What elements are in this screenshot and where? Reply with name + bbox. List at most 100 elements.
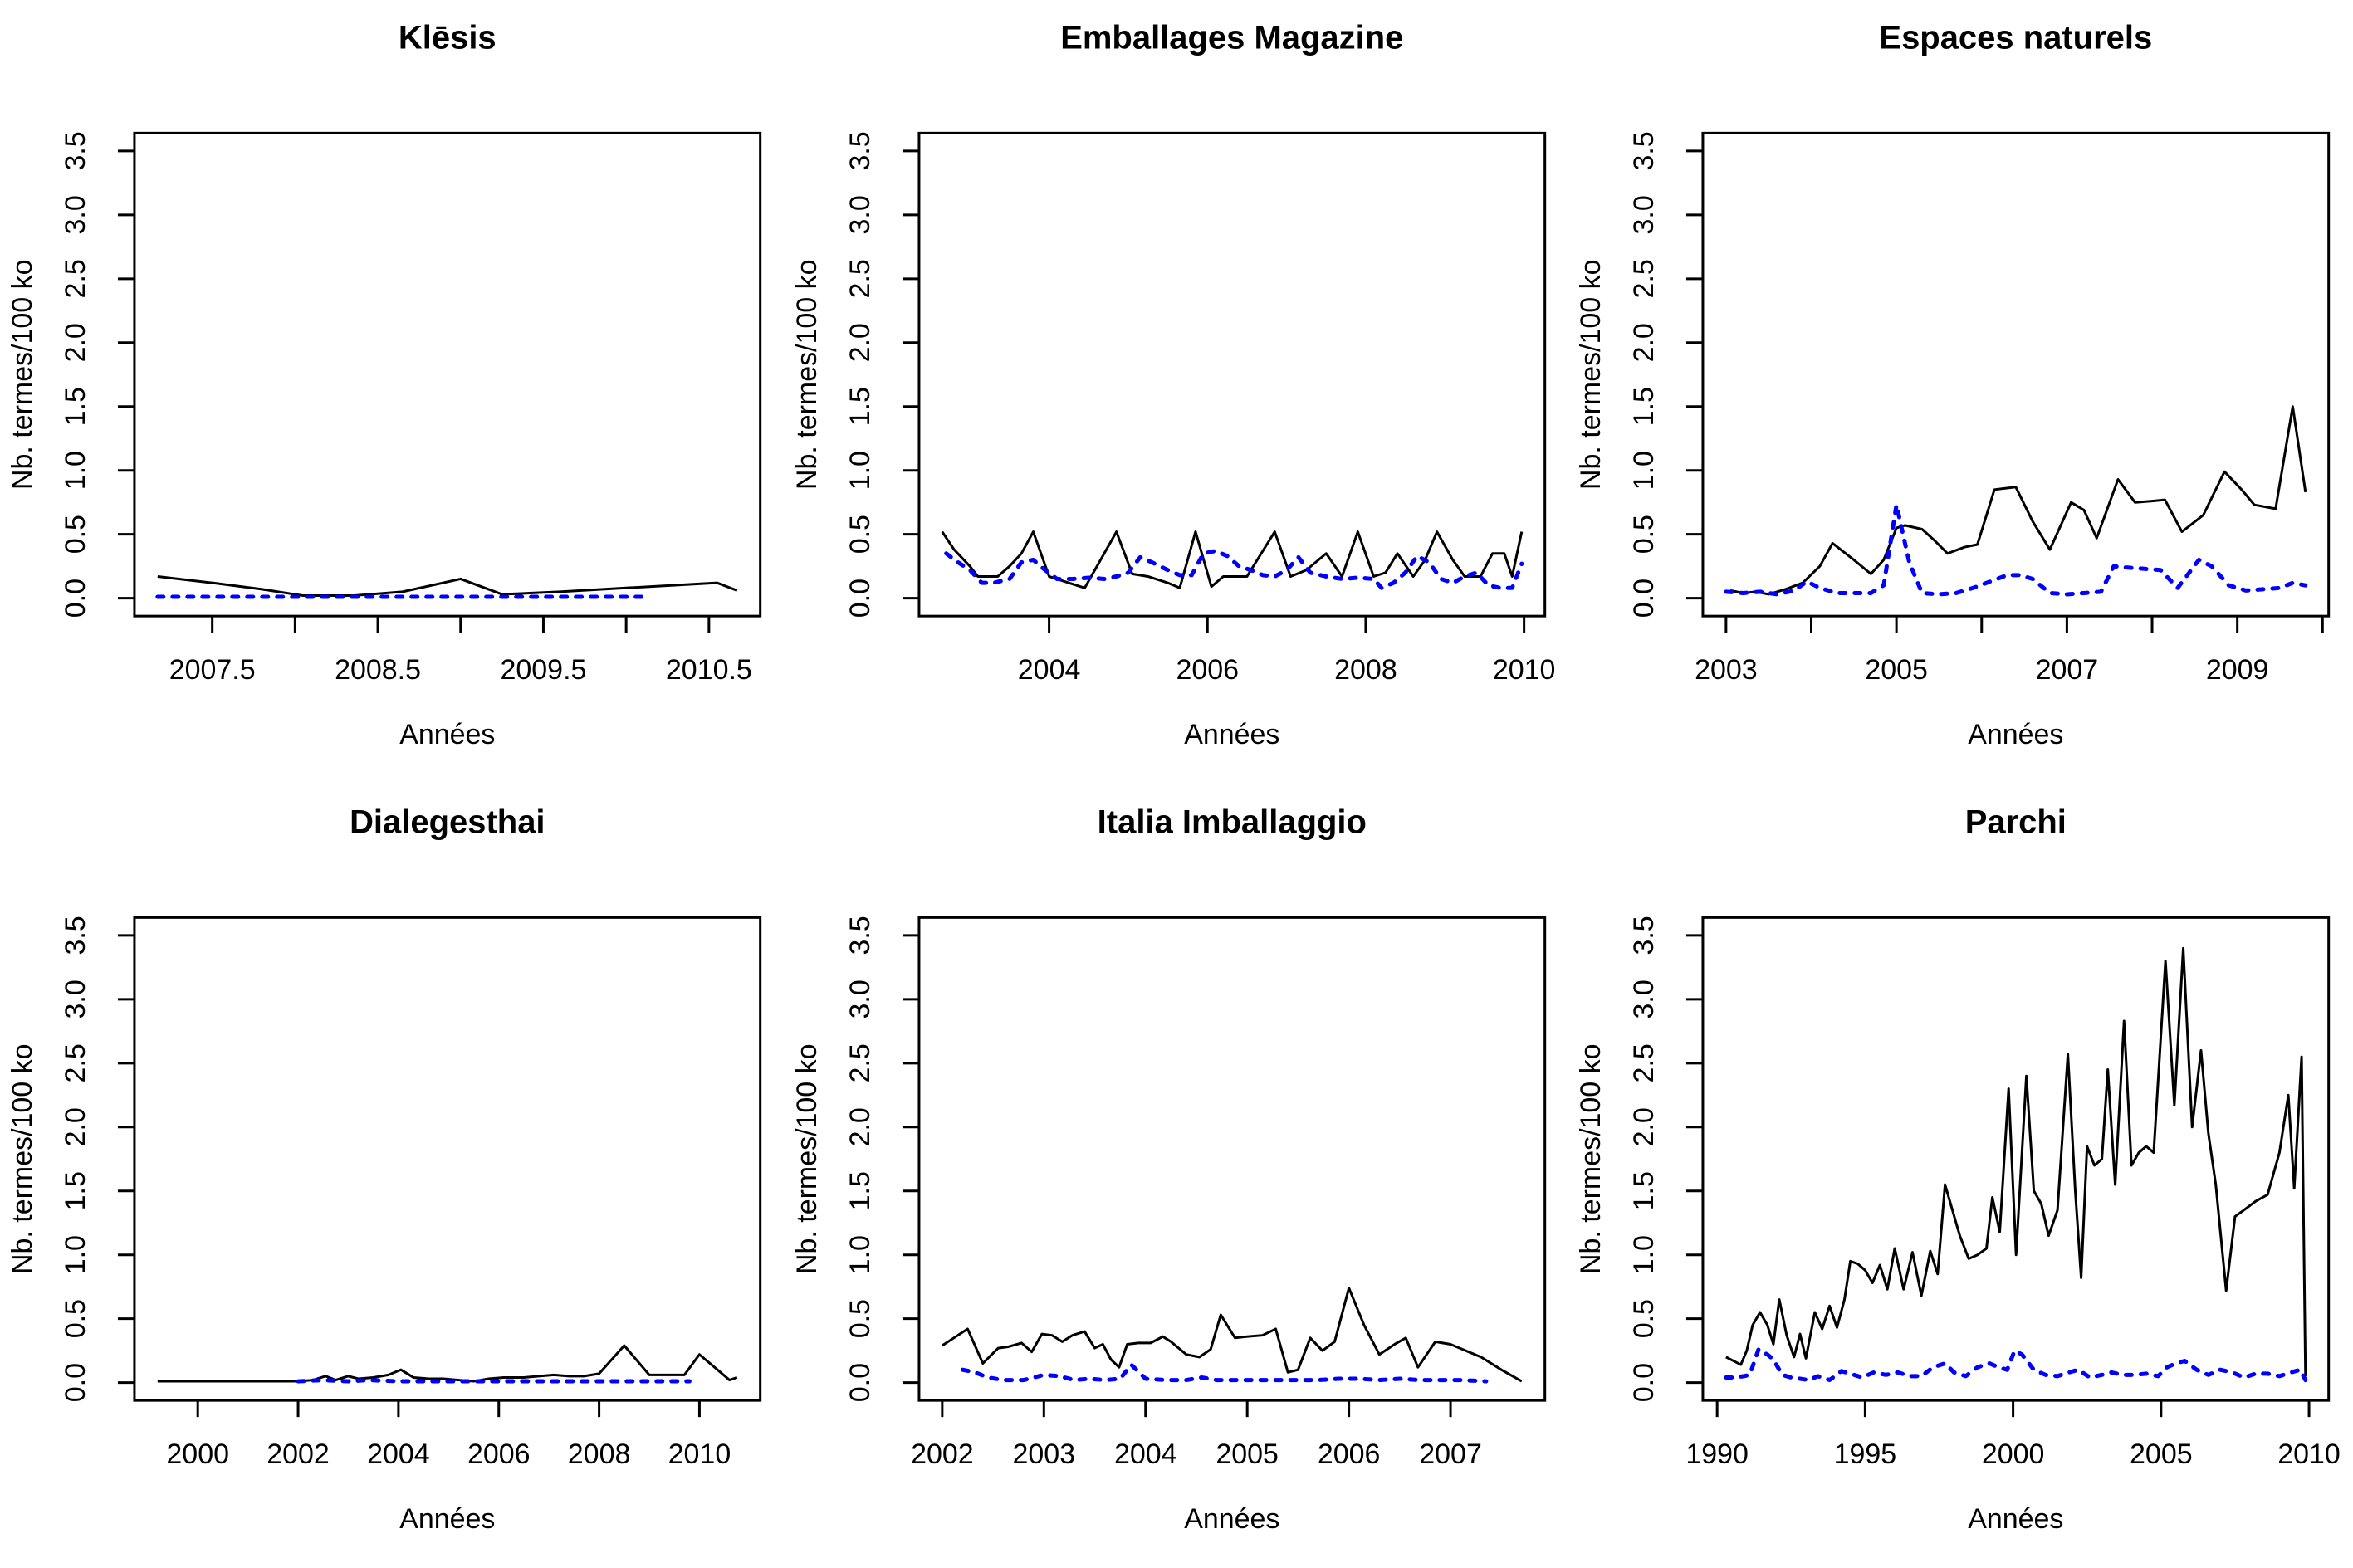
x-tick-label: 2007 <box>1419 1439 1482 1470</box>
y-tick-label: 1.0 <box>60 451 91 490</box>
x-axis-label: Années <box>1184 1503 1279 1535</box>
y-tick-label: 2.5 <box>60 259 91 298</box>
panel-italia-imballaggio: 2002 2003 2004 2005 2006 2007 0.0 0.5 1.0 1.5 2.0 2… <box>785 784 1569 1568</box>
y-tick-label: 1.5 <box>1628 387 1660 426</box>
y-tick-label: 2.0 <box>844 323 876 362</box>
x-tick-label: 2002 <box>911 1439 974 1470</box>
chart-title: Klēsis <box>399 19 497 56</box>
x-tick-label: 2008 <box>1334 654 1397 686</box>
x-tick-label: 2009.5 <box>501 654 587 686</box>
y-tick-label: 3.0 <box>60 195 91 234</box>
plot-box <box>917 131 1546 618</box>
black-solid-series <box>157 574 738 598</box>
x-tick-label: 2008.5 <box>335 654 421 686</box>
y-axis-label: Nb. termes/100 ko <box>1575 1043 1607 1274</box>
y-axis-label: Nb. termes/100 ko <box>7 1043 38 1274</box>
y-tick-label: 0.5 <box>844 515 876 554</box>
y-tick-label: 1.5 <box>844 387 876 426</box>
y-tick-label: 3.0 <box>1628 195 1660 234</box>
y-tick-label: 1.5 <box>60 387 91 426</box>
y-tick-label: 1.0 <box>1628 1235 1660 1274</box>
y-tick-label: 0.5 <box>60 515 91 554</box>
y-tick-label: 3.5 <box>60 916 91 955</box>
blue-dashed-series <box>960 1362 1489 1384</box>
x-axis-label: Années <box>399 719 495 750</box>
x-tick-label: 2002 <box>267 1439 330 1470</box>
x-tick-label: 2003 <box>1012 1439 1075 1470</box>
y-tick-label: 0.0 <box>1628 579 1660 618</box>
y-tick-label: 3.0 <box>844 979 876 1018</box>
y-tick-label: 3.5 <box>1628 916 1660 955</box>
chart-canvas-dialegesthai: 2000 2002 2004 2006 2008 2010 0.0 0.5 1.0 1.5 2.0 2… <box>7 804 762 1535</box>
x-axis-label: Années <box>1969 1503 2064 1535</box>
x-tick-label: 2004 <box>1017 654 1080 686</box>
y-tick-label: 0.0 <box>844 1362 876 1401</box>
y-tick-label: 3.5 <box>844 916 876 955</box>
y-tick-label: 0.0 <box>60 579 91 618</box>
y-tick-label: 1.5 <box>1628 1171 1660 1210</box>
x-tick-label: 2000 <box>1982 1439 2045 1470</box>
x-tick-label: 2010 <box>668 1439 731 1470</box>
y-tick-label: 0.5 <box>60 1299 91 1338</box>
x-tick-label: 2010.5 <box>666 654 752 686</box>
y-tick-label: 3.5 <box>1628 131 1660 170</box>
x-axis-label: Années <box>1184 719 1279 750</box>
plot-box <box>133 131 762 618</box>
y-tick-label: 0.0 <box>1628 1362 1660 1401</box>
y-tick-label: 0.5 <box>1628 515 1660 554</box>
panel-parchi: 1990 1995 2000 2005 2010 0.0 0.5 1.0 1.5 2.0 2.5 3.… <box>1568 784 2353 1568</box>
x-tick-label: 2008 <box>568 1439 631 1470</box>
blue-dashed-series <box>943 549 1524 590</box>
blue-dashed-series <box>1724 502 2308 597</box>
chart-title: Emballages Magazine <box>1060 19 1403 56</box>
chart-title: Dialegesthai <box>350 804 545 840</box>
x-tick-label: 2010 <box>1492 654 1555 686</box>
y-tick-label: 0.5 <box>1628 1299 1660 1338</box>
y-tick-label: 0.5 <box>844 1299 876 1338</box>
chart-title: Parchi <box>1965 804 2067 840</box>
plot-box <box>1701 131 2331 618</box>
x-tick-label: 2000 <box>166 1439 229 1470</box>
chart-canvas-emballages-magazine: 2004 2006 2008 2010 0.0 0.5 1.0 1.5 2.0 2.5 3.0 3.5… <box>791 19 1555 750</box>
x-tick-label: 2005 <box>1216 1439 1279 1470</box>
y-tick-label: 3.0 <box>844 195 876 234</box>
y-tick-label: 2.0 <box>1628 323 1660 362</box>
x-axis-label: Années <box>399 1503 495 1535</box>
y-tick-label: 2.5 <box>844 1043 876 1082</box>
black-solid-series <box>1725 946 2307 1376</box>
x-tick-label: 2004 <box>1114 1439 1177 1470</box>
y-tick-label: 0.0 <box>844 579 876 618</box>
black-solid-series <box>941 530 1523 589</box>
y-tick-label: 1.5 <box>60 1171 91 1210</box>
y-tick-label: 2.0 <box>1628 1107 1660 1146</box>
plot-box <box>917 916 1546 1402</box>
y-tick-label: 1.0 <box>844 451 876 490</box>
x-tick-label: 2003 <box>1695 654 1758 686</box>
y-tick-label: 1.5 <box>844 1171 876 1210</box>
y-tick-label: 2.0 <box>60 1107 91 1146</box>
panel-emballages-magazine: 2004 2006 2008 2010 0.0 0.5 1.0 1.5 2.0 2.5 3.0 3.5… <box>785 0 1569 784</box>
y-tick-label: 2.5 <box>1628 259 1660 298</box>
chart-canvas-espaces-naturels: 2003 2005 2007 2009 0.0 0.5 1.0 1.5 2.0 2.5 3.0 3.5… <box>1575 19 2331 750</box>
y-axis-label: Nb. termes/100 ko <box>7 259 38 490</box>
plot-box <box>133 916 762 1402</box>
plot-box <box>1701 916 2331 1402</box>
y-tick-label: 3.0 <box>60 979 91 1018</box>
x-tick-label: 2005 <box>1866 654 1929 686</box>
x-tick-label: 2006 <box>1317 1439 1380 1470</box>
y-tick-label: 1.0 <box>1628 451 1660 490</box>
y-tick-label: 2.5 <box>844 259 876 298</box>
y-tick-label: 3.5 <box>60 131 91 170</box>
y-tick-label: 0.0 <box>60 1362 91 1401</box>
chart-canvas-parchi: 1990 1995 2000 2005 2010 0.0 0.5 1.0 1.5 2.0 2.5 3.… <box>1575 804 2341 1535</box>
x-tick-label: 2005 <box>2130 1439 2193 1470</box>
y-tick-label: 2.0 <box>60 323 91 362</box>
black-solid-series <box>941 1286 1523 1382</box>
blue-dashed-series <box>1724 1346 2308 1382</box>
x-tick-label: 1990 <box>1686 1439 1749 1470</box>
x-tick-label: 2006 <box>1176 654 1239 686</box>
y-tick-label: 1.0 <box>844 1235 876 1274</box>
x-tick-label: 2006 <box>467 1439 531 1470</box>
panel-espaces-naturels: 2003 2005 2007 2009 0.0 0.5 1.0 1.5 2.0 2.5 3.0 3.5… <box>1568 0 2353 784</box>
